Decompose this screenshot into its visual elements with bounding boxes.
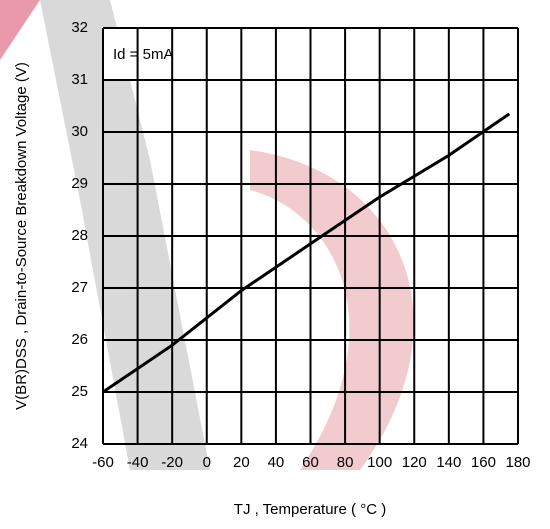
y-tick-label: 26 [71,331,88,348]
y-tick-label: 25 [71,383,88,400]
y-tick-label: 27 [71,279,88,296]
x-tick-label: 0 [203,454,211,471]
x-tick-label: -60 [92,454,114,471]
x-tick-label: 40 [268,454,285,471]
y-axis-label: V(BR)DSS , Drain-to-Source Breakdown Vol… [13,62,30,410]
watermark-curve [250,150,414,470]
x-axis-label: TJ , Temperature ( °C ) [234,501,386,518]
x-tick-label: 180 [505,454,530,471]
x-tick-label: 80 [337,454,354,471]
x-tick-label: 100 [367,454,392,471]
y-tick-label: 32 [71,19,88,36]
x-tick-label: 60 [302,454,319,471]
data-line [102,112,511,394]
x-tick-label: 160 [471,454,496,471]
x-tick-label: 120 [402,454,427,471]
watermark-corner [0,0,40,60]
y-tick-label: 31 [71,71,88,88]
y-tick-label: 24 [71,435,88,452]
y-tick-label: 29 [71,175,88,192]
x-tick-label: 20 [233,454,250,471]
x-tick-label: -40 [127,454,149,471]
x-tick-label: 140 [436,454,461,471]
annotation: Id = 5mA [113,46,173,63]
x-tick-label: -20 [161,454,183,471]
y-tick-label: 28 [71,227,88,244]
annotation-box [103,28,205,80]
y-tick-label: 30 [71,123,88,140]
